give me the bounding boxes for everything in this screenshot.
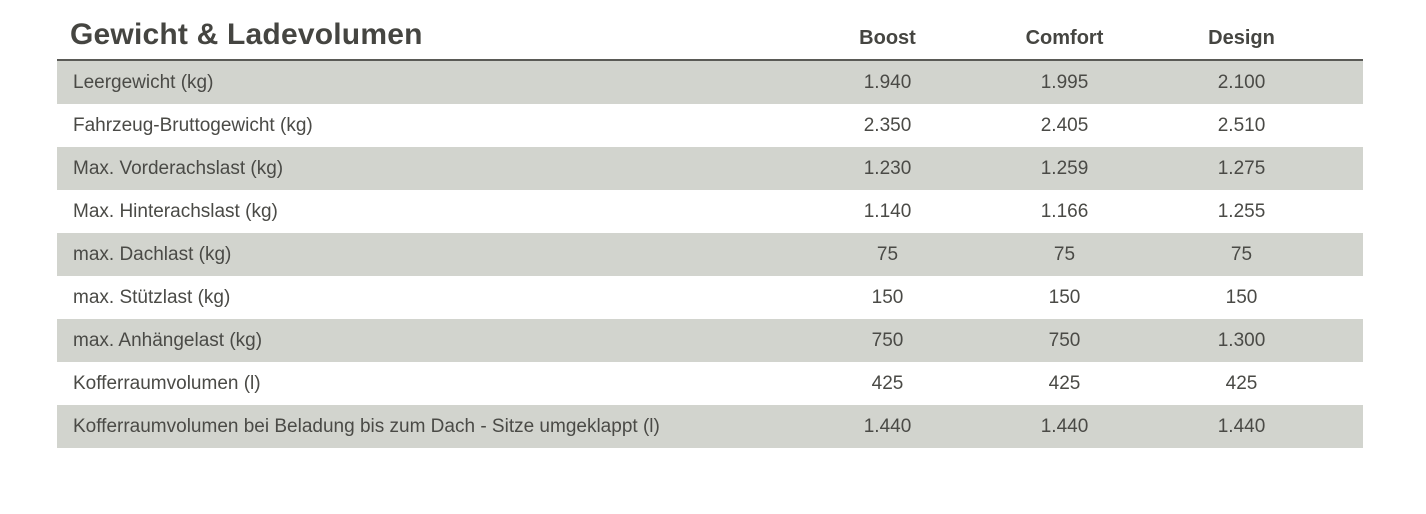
row-value: 425 xyxy=(1225,372,1258,394)
row-value: 150 xyxy=(1225,286,1258,308)
table-body: Leergewicht (kg) 1.940 1.995 2.100 Fahrzeug-… xyxy=(57,61,1363,448)
row-value: 1.230 xyxy=(863,157,912,179)
row-label: Leergewicht (kg) xyxy=(73,71,214,93)
column-header-boost: Boost xyxy=(859,27,916,49)
table-row: Fahrzeug-Bruttogewicht (kg) 2.350 2.405 2.5… xyxy=(57,104,1363,147)
row-value: 750 xyxy=(1048,329,1081,351)
table-row: Leergewicht (kg) 1.940 1.995 2.100 xyxy=(57,61,1363,104)
row-value: 2.405 xyxy=(1040,114,1089,136)
row-value: 2.100 xyxy=(1217,71,1266,93)
row-value: 750 xyxy=(871,329,904,351)
column-header-design: Design xyxy=(1208,27,1275,49)
column-header-comfort: Comfort xyxy=(1025,27,1104,49)
row-value: 425 xyxy=(871,372,904,394)
row-value: 1.166 xyxy=(1040,200,1089,222)
row-label: max. Stützlast (kg) xyxy=(73,286,231,308)
row-value: 1.300 xyxy=(1217,329,1266,351)
row-value: 75 xyxy=(876,243,899,265)
table-row: max. Anhängelast (kg) 750 750 1.300 xyxy=(57,319,1363,362)
row-value: 2.350 xyxy=(863,114,912,136)
row-value: 150 xyxy=(1048,286,1081,308)
row-value: 75 xyxy=(1230,243,1253,265)
row-value: 425 xyxy=(1048,372,1081,394)
row-value: 1.940 xyxy=(863,71,912,93)
table-row: max. Dachlast (kg) 75 75 75 xyxy=(57,233,1363,276)
row-value: 1.440 xyxy=(863,415,912,437)
table-row: max. Stützlast (kg) 150 150 150 xyxy=(57,276,1363,319)
row-label: max. Anhängelast (kg) xyxy=(73,329,263,351)
row-value: 1.995 xyxy=(1040,71,1089,93)
spec-table: Gewicht & Ladevolumen Boost Comfort Desi… xyxy=(57,18,1363,448)
row-value: 1.255 xyxy=(1217,200,1266,222)
row-label: max. Dachlast (kg) xyxy=(73,243,232,265)
table-row: Kofferraumvolumen bei Beladung bis zum D… xyxy=(57,405,1363,448)
row-label: Kofferraumvolumen (l) xyxy=(73,372,261,394)
row-value: 1.440 xyxy=(1040,415,1089,437)
row-label: Max. Vorderachslast (kg) xyxy=(73,157,284,179)
table-title: Gewicht & Ladevolumen xyxy=(70,18,423,51)
row-value: 1.275 xyxy=(1217,157,1266,179)
row-value: 150 xyxy=(871,286,904,308)
row-label: Kofferraumvolumen bei Beladung bis zum D… xyxy=(73,415,660,437)
row-value: 1.140 xyxy=(863,200,912,222)
row-value: 1.259 xyxy=(1040,157,1089,179)
table-row: Max. Hinterachslast (kg) 1.140 1.166 1.255 xyxy=(57,190,1363,233)
table-header: Gewicht & Ladevolumen Boost Comfort Desi… xyxy=(57,18,1363,61)
row-value: 1.440 xyxy=(1217,415,1266,437)
row-label: Fahrzeug-Bruttogewicht (kg) xyxy=(73,114,313,136)
table-row: Kofferraumvolumen (l) 425 425 425 xyxy=(57,362,1363,405)
row-label: Max. Hinterachslast (kg) xyxy=(73,200,278,222)
table-row: Max. Vorderachslast (kg) 1.230 1.259 1.275 xyxy=(57,147,1363,190)
row-value: 2.510 xyxy=(1217,114,1266,136)
row-value: 75 xyxy=(1053,243,1076,265)
